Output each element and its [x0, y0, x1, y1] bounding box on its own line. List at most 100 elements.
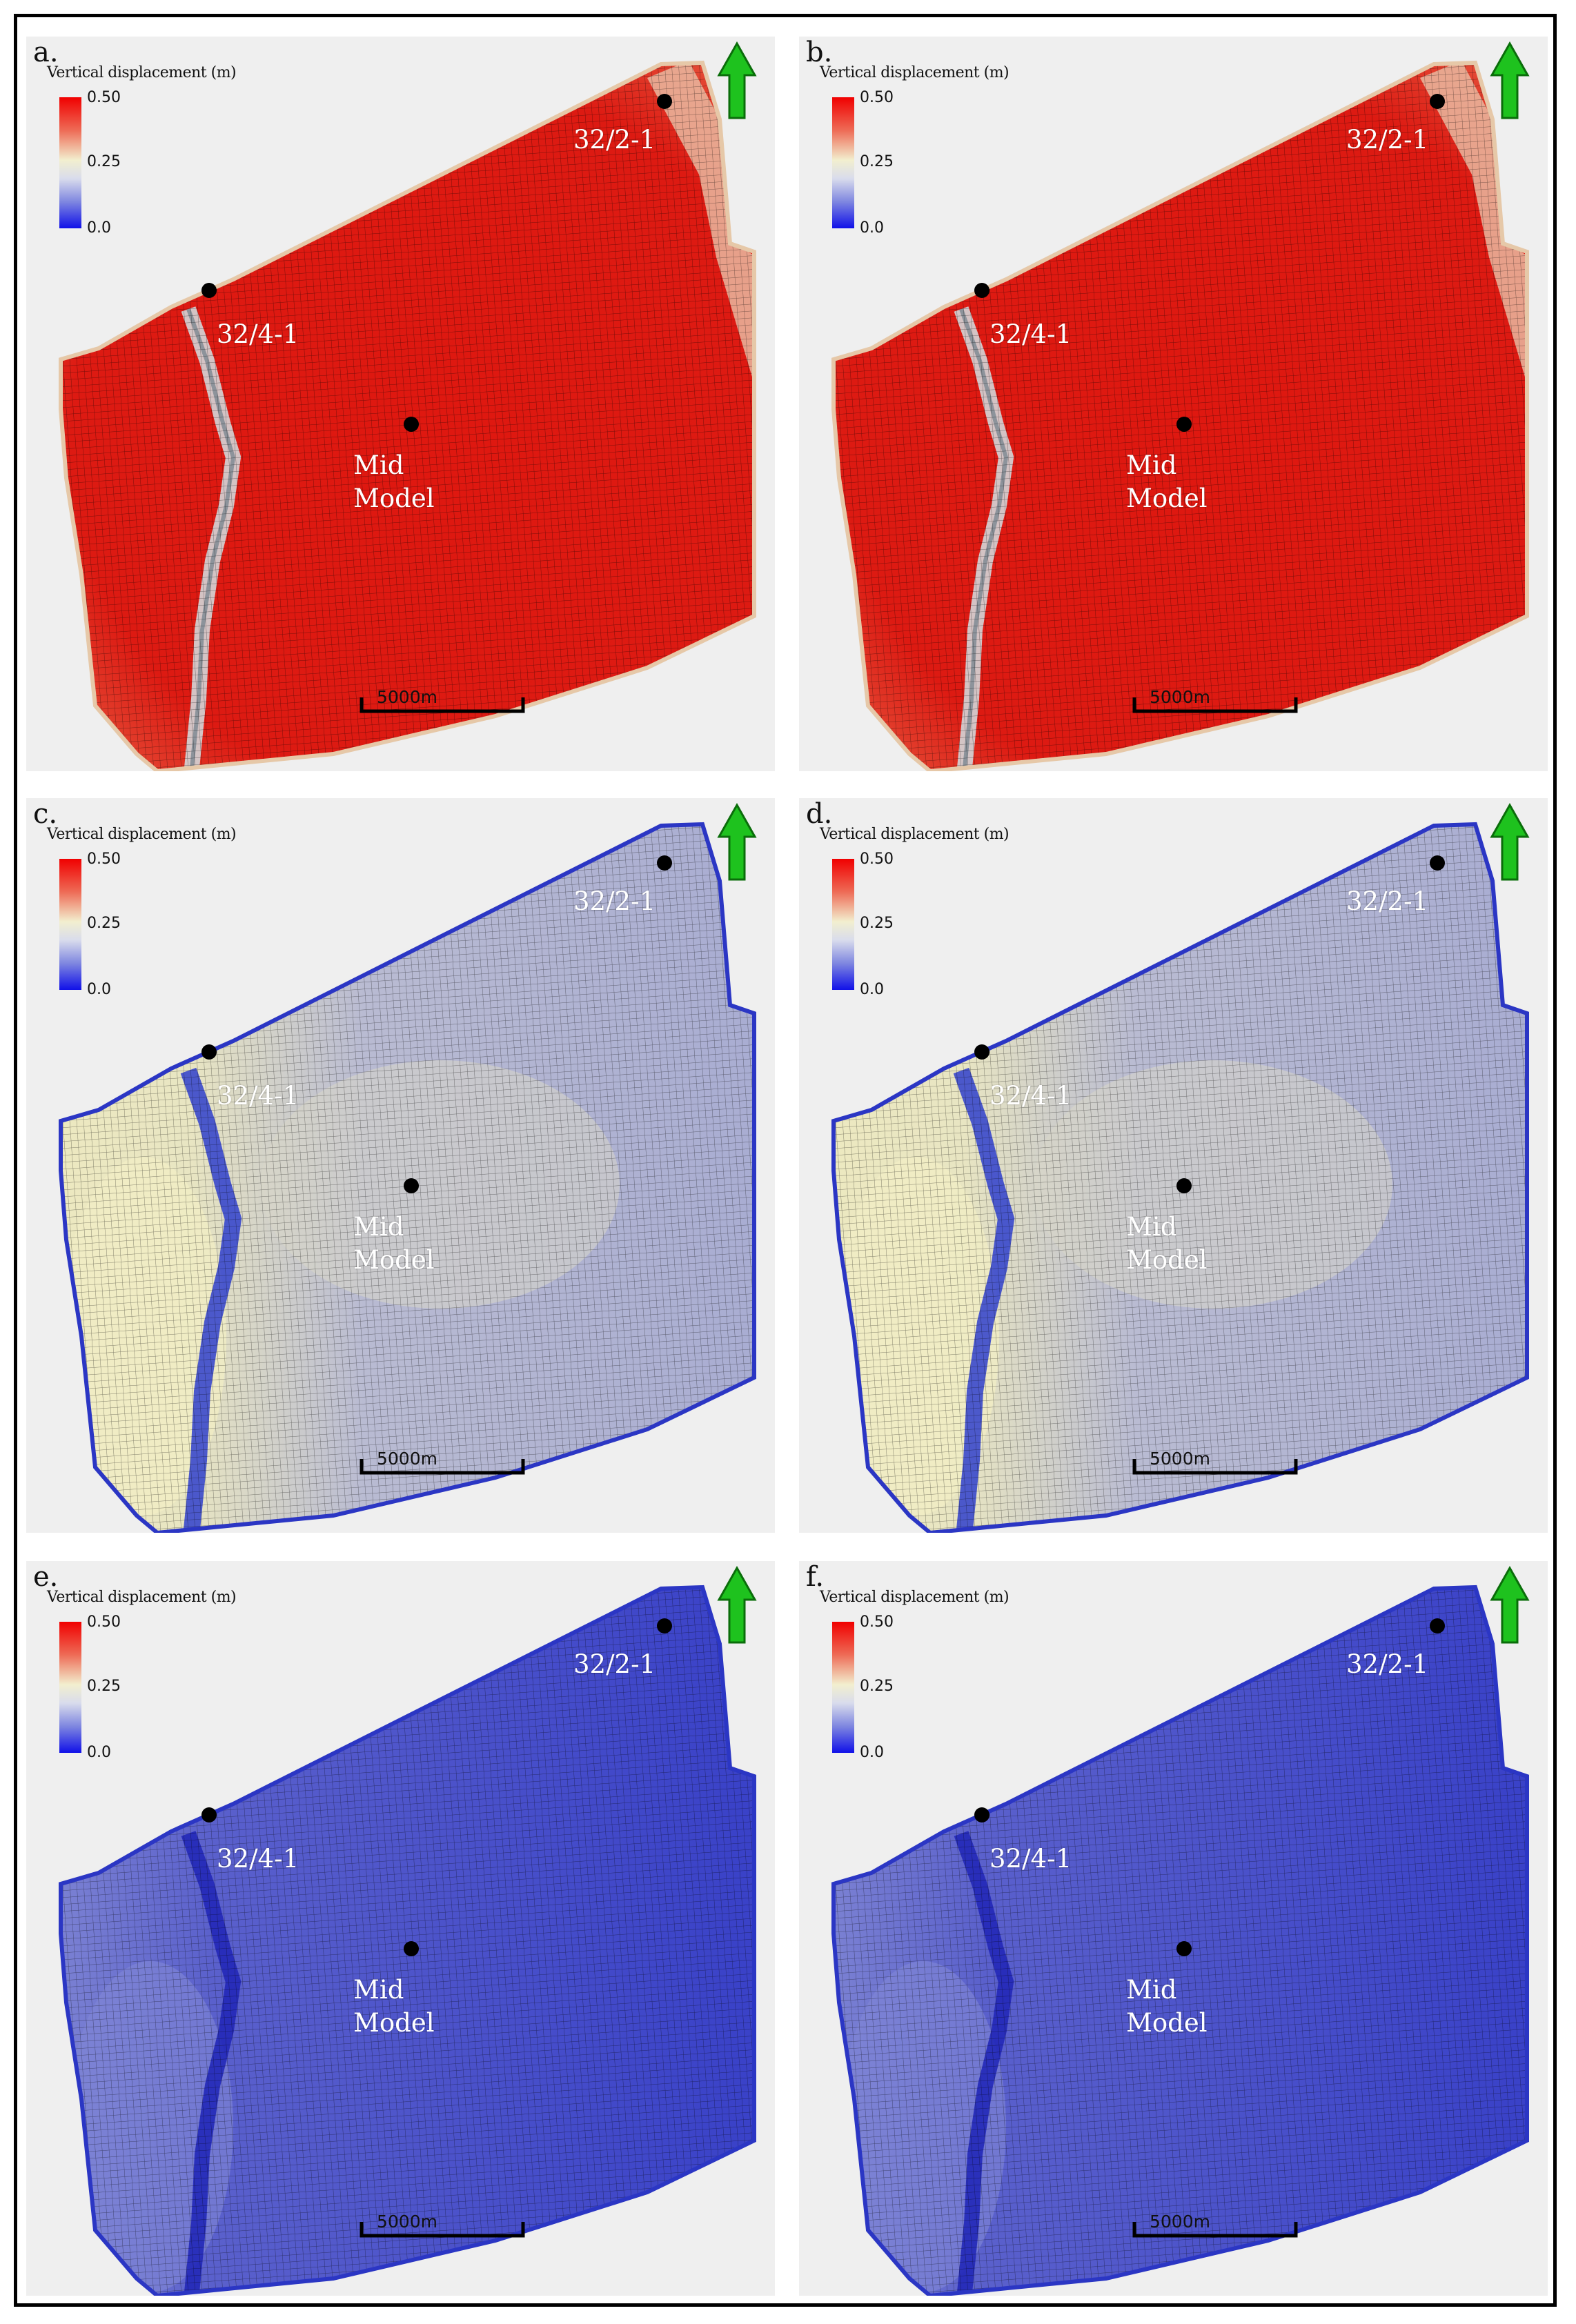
scale-bar: [359, 697, 525, 713]
north-arrow-icon: [717, 41, 757, 119]
well-label-mid: Mid Model: [353, 450, 435, 513]
panel-label: c.: [33, 798, 58, 830]
well-label-west: 32/4-1: [217, 1081, 299, 1111]
displacement-map: [59, 1585, 756, 2296]
well-west-marker: [201, 1807, 217, 1823]
legend-min: 0.0: [87, 219, 111, 237]
well-label-north: 32/2-1: [573, 1649, 656, 1679]
panel-c: c. Vertical displacement (m) 0.50 0.25 0…: [26, 798, 775, 1533]
legend-title: Vertical displacement (m): [820, 826, 1009, 843]
well-label-west: 32/4-1: [217, 319, 299, 349]
legend-max: 0.50: [860, 1613, 894, 1631]
panel-label: b.: [806, 37, 833, 68]
well-label-north: 32/2-1: [573, 125, 656, 155]
north-arrow-icon: [1490, 1565, 1530, 1644]
well-west-marker: [201, 283, 217, 298]
well-mid-marker: [1176, 1941, 1192, 1956]
color-scale-bar: [59, 1622, 81, 1753]
well-label-mid: Mid Model: [353, 1212, 435, 1275]
color-scale-bar: [59, 97, 81, 228]
scale-bar-label: 5000m: [1150, 1449, 1210, 1469]
north-arrow-icon: [1490, 802, 1530, 881]
legend-min: 0.0: [860, 219, 884, 237]
displacement-map: [59, 60, 756, 771]
panel-b: b. Vertical displacement (m) 0.50 0.25 0…: [799, 37, 1548, 771]
well-west-marker: [974, 283, 989, 298]
scale-bar-label: 5000m: [377, 2212, 437, 2232]
well-label-west: 32/4-1: [989, 319, 1072, 349]
scale-bar-label: 5000m: [1150, 2212, 1210, 2232]
scale-bar: [359, 2222, 525, 2238]
panel-label: e.: [33, 1561, 59, 1593]
well-label-north: 32/2-1: [1346, 886, 1429, 916]
color-scale-bar: [832, 1622, 854, 1753]
legend-max: 0.50: [860, 851, 894, 868]
well-north-marker: [1430, 94, 1445, 109]
well-north-marker: [657, 855, 672, 871]
well-label-north: 32/2-1: [1346, 1649, 1429, 1679]
panel-label: a.: [33, 37, 59, 68]
well-west-marker: [974, 1807, 989, 1823]
well-north-marker: [657, 1618, 672, 1633]
legend-mid: 0.25: [860, 915, 894, 932]
color-scale-bar: [832, 97, 854, 228]
well-label-west: 32/4-1: [217, 1844, 299, 1874]
scale-bar-label: 5000m: [1150, 687, 1210, 707]
legend-max: 0.50: [87, 1613, 121, 1631]
scale-bar-label: 5000m: [377, 1449, 437, 1469]
legend-title: Vertical displacement (m): [820, 64, 1009, 81]
panel-d: d. Vertical displacement (m) 0.50 0.25 0…: [799, 798, 1548, 1533]
well-north-marker: [1430, 855, 1445, 871]
well-label-west: 32/4-1: [989, 1081, 1072, 1111]
displacement-map: [59, 822, 756, 1533]
well-label-north: 32/2-1: [1346, 125, 1429, 155]
legend-max: 0.50: [87, 851, 121, 868]
well-north-marker: [1430, 1618, 1445, 1633]
color-scale-bar: [832, 859, 854, 990]
legend-min: 0.0: [860, 1744, 884, 1761]
panel-label: d.: [806, 798, 833, 830]
displacement-map: [831, 60, 1529, 771]
well-label-west: 32/4-1: [989, 1844, 1072, 1874]
well-mid-marker: [1176, 1178, 1192, 1193]
well-west-marker: [201, 1044, 217, 1060]
legend-max: 0.50: [860, 89, 894, 106]
legend-min: 0.0: [860, 981, 884, 998]
legend-title: Vertical displacement (m): [47, 826, 237, 843]
legend-mid: 0.25: [860, 153, 894, 170]
well-label-mid: Mid Model: [1126, 1212, 1208, 1275]
well-mid-marker: [1176, 417, 1192, 432]
legend-mid: 0.25: [87, 153, 121, 170]
panel-a: a. Vertical displacement (m) 0.50 0.25 0…: [26, 37, 775, 771]
scale-bar-label: 5000m: [377, 687, 437, 707]
north-arrow-icon: [1490, 41, 1530, 119]
well-mid-marker: [404, 417, 419, 432]
legend-title: Vertical displacement (m): [47, 64, 237, 81]
legend-max: 0.50: [87, 89, 121, 106]
north-arrow-icon: [717, 1565, 757, 1644]
displacement-map: [831, 822, 1529, 1533]
well-north-marker: [657, 94, 672, 109]
scale-bar: [359, 1459, 525, 1475]
well-west-marker: [974, 1044, 989, 1060]
displacement-map: [831, 1585, 1529, 2296]
well-mid-marker: [404, 1941, 419, 1956]
well-label-mid: Mid Model: [1126, 1975, 1208, 2038]
scale-bar: [1132, 1459, 1298, 1475]
color-scale-bar: [59, 859, 81, 990]
legend-mid: 0.25: [87, 915, 121, 932]
north-arrow-icon: [717, 802, 757, 881]
panel-e: e. Vertical displacement (m) 0.50 0.25 0…: [26, 1561, 775, 2296]
panel-f: f. Vertical displacement (m) 0.50 0.25 0…: [799, 1561, 1548, 2296]
well-label-mid: Mid Model: [1126, 450, 1208, 513]
scale-bar: [1132, 2222, 1298, 2238]
scale-bar: [1132, 697, 1298, 713]
legend-title: Vertical displacement (m): [47, 1589, 237, 1606]
legend-min: 0.0: [87, 1744, 111, 1761]
legend-mid: 0.25: [860, 1678, 894, 1695]
well-mid-marker: [404, 1178, 419, 1193]
legend-title: Vertical displacement (m): [820, 1589, 1009, 1606]
well-label-north: 32/2-1: [573, 886, 656, 916]
well-label-mid: Mid Model: [353, 1975, 435, 2038]
figure-frame: a. Vertical displacement (m) 0.50 0.25 0…: [14, 14, 1557, 2307]
